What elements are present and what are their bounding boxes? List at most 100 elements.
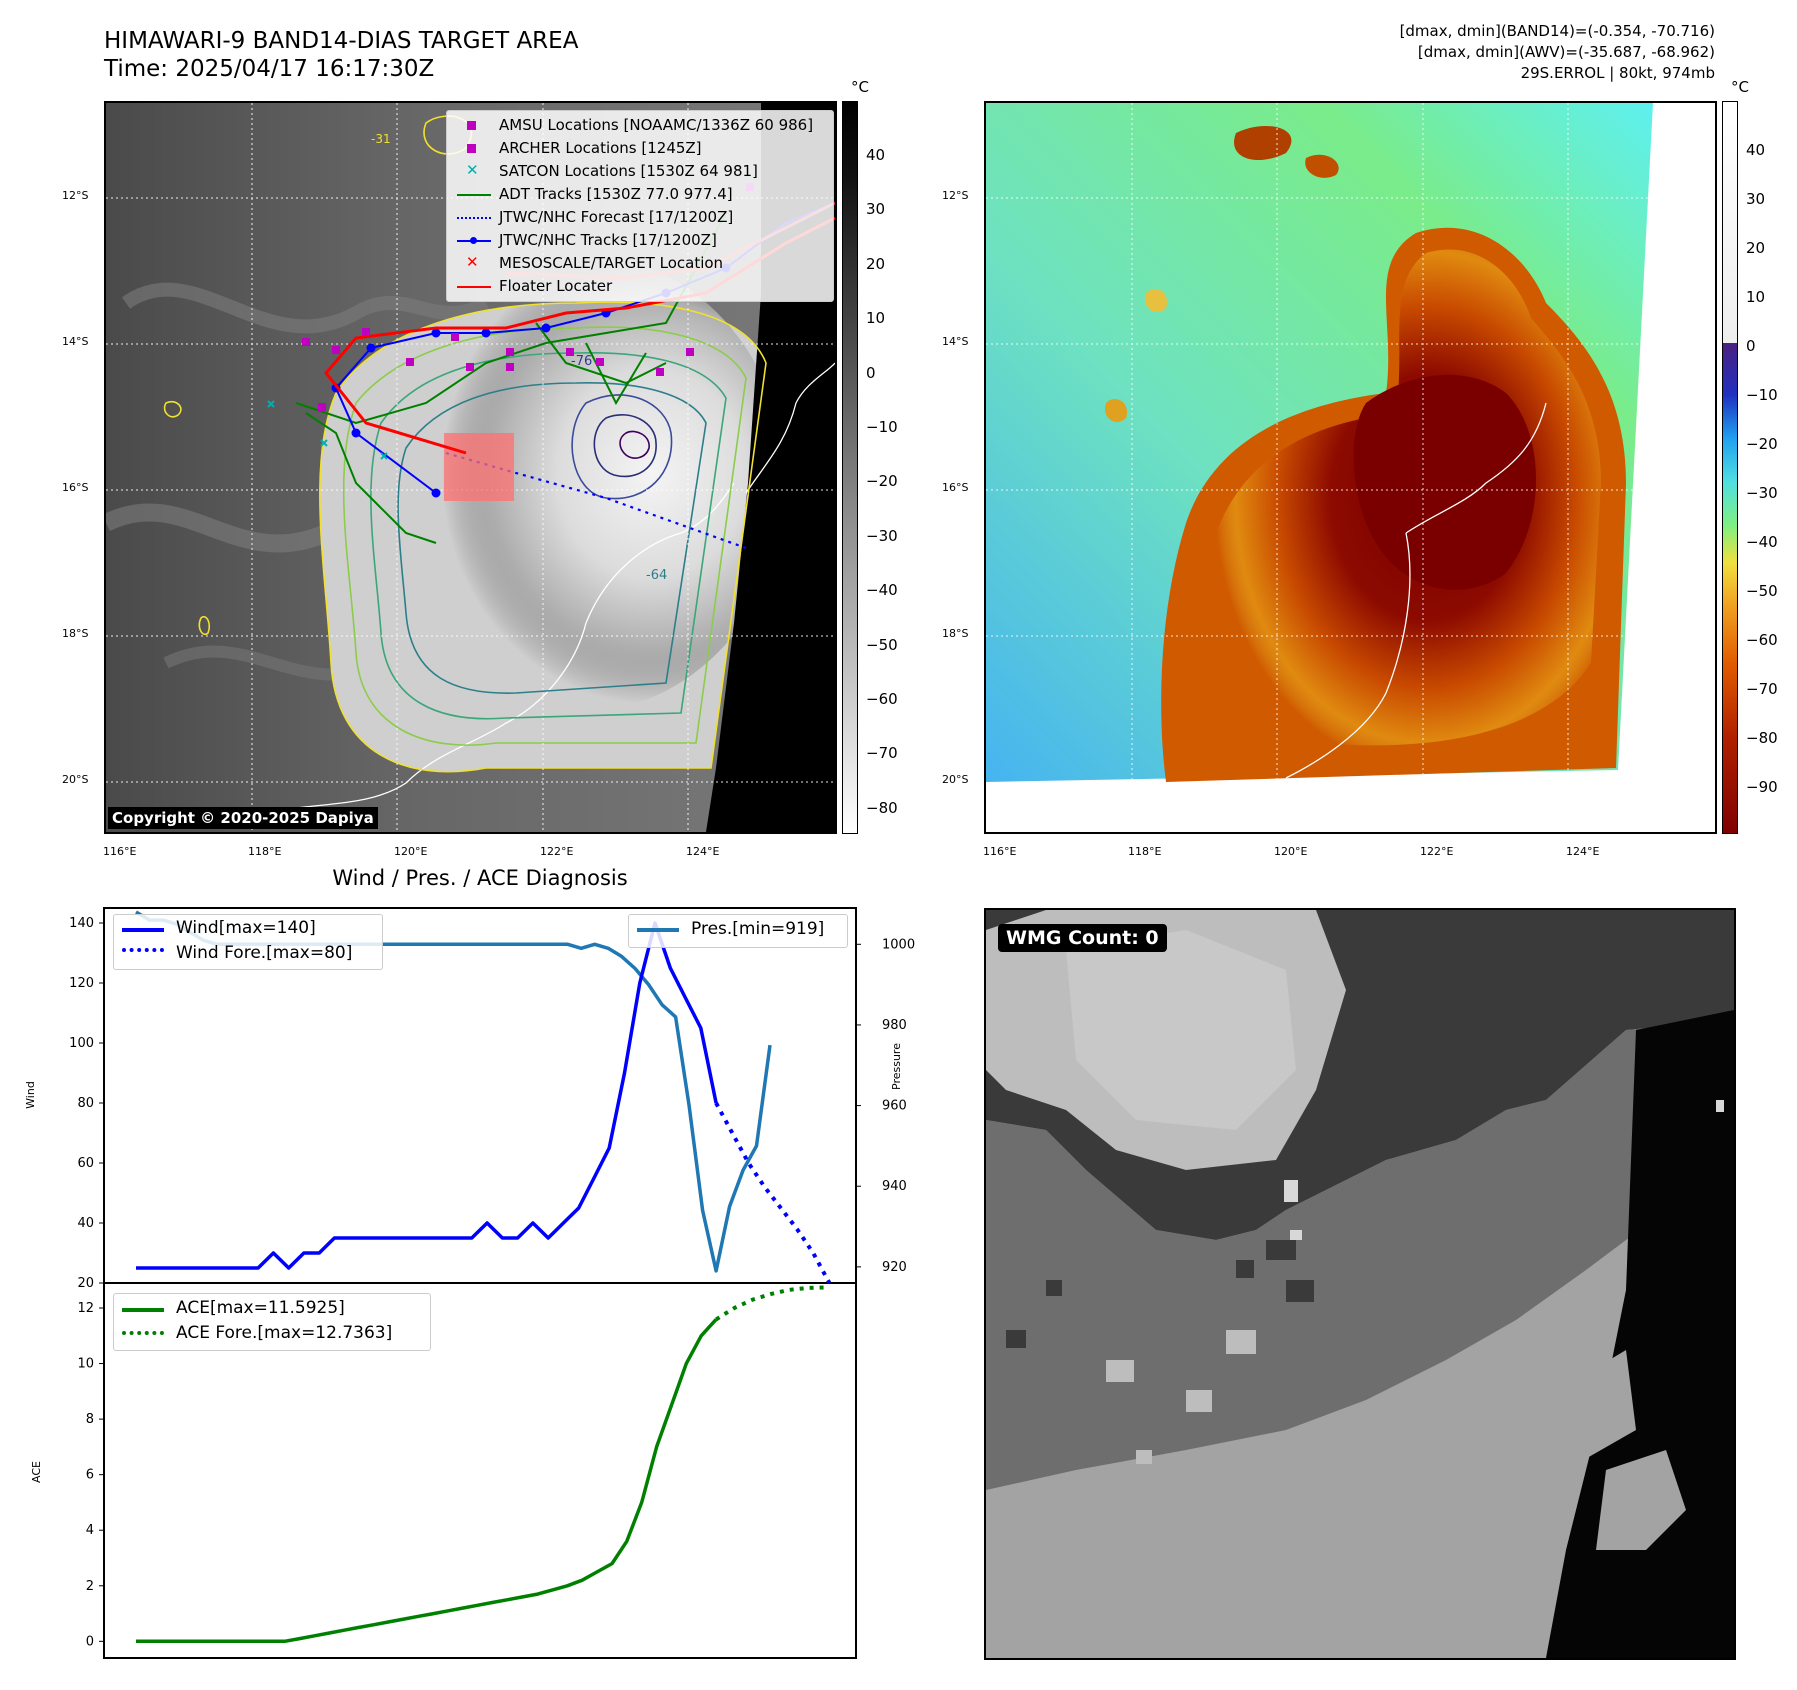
pressure-tick-label: 940 [882, 1179, 907, 1194]
map-legend: AMSU Locations [NOAAMC/1336Z 60 986] ARCH… [446, 110, 834, 302]
info-line-2: [dmax, dmin](AWV)=(-35.687, -68.962) [1417, 43, 1715, 61]
pressure-tick-label: 960 [882, 1099, 907, 1114]
diagnosis-chart: 20 40 60 80 100 120 140 920 940 960 980 1000 0 2 4 6 8 10… [24, 907, 915, 1659]
wmg-panel: WMG Count: 0 [984, 908, 1736, 1660]
legend-entry: Floater Locater [453, 277, 829, 297]
awv-lon-label-122e: 122°E [1420, 845, 1454, 858]
legend-symbol: ✕ [466, 161, 479, 179]
title-line-1: HIMAWARI-9 BAND14-DIAS TARGET AREA [104, 28, 579, 54]
wmg-image [986, 910, 1734, 1658]
awv-lon-label-118e: 118°E [1128, 845, 1162, 858]
legend-entry: AMSU Locations [NOAAMC/1336Z 60 986] [453, 116, 829, 136]
wind-axis-label: Wind [24, 1081, 37, 1109]
colorbar-tick-label: −70 [866, 744, 898, 763]
wind-fore-legend-swatch [122, 948, 164, 952]
legend-label: MESOSCALE/TARGET Location [499, 254, 724, 272]
legend-entry: ADT Tracks [1530Z 77.0 977.4] [453, 185, 829, 205]
colorbar-tick-label: −50 [1746, 582, 1778, 600]
ace-tick-label: 10 [77, 1357, 94, 1372]
ace-tick-label: 0 [86, 1634, 94, 1649]
wind-fore-legend-label: Wind Fore.[max=80] [176, 943, 353, 963]
awv-lat-label-18s: 18°S [942, 627, 969, 640]
colorbar-tick-label: 0 [866, 363, 876, 382]
colorbar-tick-label: 30 [866, 200, 886, 219]
awv-map-panel [984, 101, 1717, 834]
legend-label: SATCON Locations [1530Z 64 981] [499, 162, 758, 180]
legend-symbol: ✕ [466, 253, 479, 271]
legend-symbol [457, 194, 491, 196]
awv-lat-label-14s: 14°S [942, 335, 969, 348]
ace-fore-legend-swatch [122, 1331, 164, 1335]
colorbar-tick-label: −10 [866, 418, 898, 436]
legend-symbol [467, 144, 476, 153]
ace-legend-swatch [122, 1308, 164, 1312]
lat-label-16s: 16°S [62, 481, 89, 494]
legend-symbol [457, 217, 491, 219]
pressure-axis-label-html: Pressure [890, 1043, 903, 1090]
colorbar-tick-label: −20 [1746, 435, 1778, 453]
colorbar-tick-label: −70 [1746, 680, 1778, 698]
pressure-tick-label: 1000 [882, 937, 915, 952]
colorbar-tick-label: 40 [866, 146, 886, 164]
ace-legend-label: ACE[max=11.5925] [176, 1298, 345, 1318]
ace-tick-label: 8 [86, 1412, 94, 1427]
colorbar-tick-label: −30 [1746, 484, 1778, 502]
lat-label-20s: 20°S [62, 773, 89, 786]
legend-symbol [457, 237, 491, 244]
awv-lon-label-120e: 120°E [1274, 845, 1308, 858]
colorbar-tick-label: −80 [1746, 729, 1778, 747]
legend-label: JTWC/NHC Forecast [17/1200Z] [499, 208, 734, 226]
lat-label-14s: 14°S [62, 335, 89, 348]
legend-label: AMSU Locations [NOAAMC/1336Z 60 986] [499, 116, 814, 134]
colorbar-tick-label: 10 [866, 309, 886, 328]
ace-tick-label: 2 [86, 1579, 94, 1594]
info-line-3: 29S.ERROL | 80kt, 974mb [1520, 64, 1715, 82]
lat-label-12s: 12°S [62, 189, 89, 202]
legend-symbol [467, 121, 476, 130]
legend-entry: ARCHER Locations [1245Z] [453, 139, 829, 159]
wind-tick-label: 100 [69, 1036, 94, 1051]
pressure-tick-label: 980 [882, 1018, 907, 1033]
legend-label: Floater Locater [499, 277, 613, 295]
colorbar-tick-label: 30 [1746, 190, 1766, 208]
ace-tick-label: 12 [77, 1301, 94, 1316]
lon-label-122e: 122°E [540, 845, 574, 858]
wind-tick-label: 80 [77, 1096, 94, 1111]
wmg-count-badge: WMG Count: 0 [998, 924, 1167, 952]
pressure-tick-label: 920 [882, 1260, 907, 1275]
ace-tick-label: 4 [86, 1523, 94, 1538]
lon-label-118e: 118°E [248, 845, 282, 858]
info-line-1: [dmax, dmin](BAND14)=(-0.354, -70.716) [1399, 22, 1715, 40]
lon-label-124e: 124°E [686, 845, 720, 858]
colorbar-tick-label: −60 [866, 690, 898, 708]
ace-axis-label: ACE [30, 1461, 43, 1483]
contour-label: -76 [571, 354, 592, 369]
ace-fore-legend-label: ACE Fore.[max=12.7363] [176, 1323, 393, 1343]
awv-lon-label-124e: 124°E [1566, 845, 1600, 858]
wind-forecast-series-line [714, 1102, 832, 1284]
colorbar-tick-label: −60 [1746, 631, 1778, 649]
wind-legend-label: Wind[max=140] [176, 918, 316, 938]
legend-label: ARCHER Locations [1245Z] [499, 139, 702, 157]
colorbar-left [842, 101, 858, 834]
colorbar-tick-label: −30 [866, 526, 898, 545]
colorbar-left-unit: °C [851, 78, 869, 96]
colorbar-tick-label: −90 [1746, 778, 1778, 796]
colorbar-tick-label: 20 [1746, 239, 1766, 257]
wind-tick-label: 140 [69, 916, 94, 931]
wind-legend: Wind[max=140] Wind Fore.[max=80] [113, 914, 383, 970]
diagnosis-title: Wind / Pres. / ACE Diagnosis [332, 866, 628, 890]
ace-forecast-series-line [715, 1285, 826, 1322]
colorbar-tick-label: 20 [866, 254, 886, 273]
legend-label: JTWC/NHC Tracks [17/1200Z] [499, 231, 717, 249]
lon-label-120e: 120°E [394, 845, 428, 858]
colorbar-tick-label: −80 [866, 798, 898, 817]
legend-symbol [457, 286, 491, 288]
legend-entry: JTWC/NHC Tracks [17/1200Z] [453, 231, 829, 251]
colorbar-tick-label: −40 [1746, 533, 1778, 551]
pressure-legend: Pres.[min=919] [628, 914, 848, 948]
wind-tick-label: 120 [69, 976, 94, 991]
lat-label-18s: 18°S [62, 627, 89, 640]
colorbar-right [1722, 101, 1738, 834]
lon-label-116e: 116°E [103, 845, 137, 858]
